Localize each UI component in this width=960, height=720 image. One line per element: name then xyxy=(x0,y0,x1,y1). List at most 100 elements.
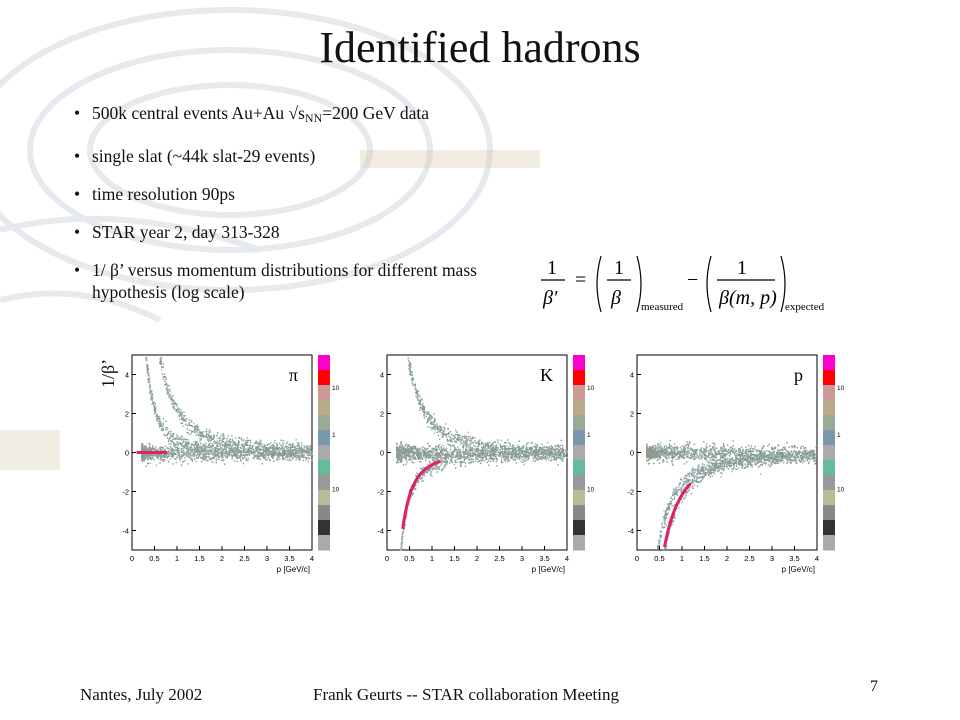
scatter-point xyxy=(209,450,211,452)
scatter-point xyxy=(273,446,275,448)
scatter-point xyxy=(506,455,508,458)
scatter-point xyxy=(489,460,492,462)
scatter-point xyxy=(187,453,189,455)
scatter-point xyxy=(245,458,247,460)
scatter-point xyxy=(192,444,194,446)
scatter-point xyxy=(558,449,560,451)
scatter-point xyxy=(266,448,268,450)
scatter-point xyxy=(161,458,164,461)
scatter-point xyxy=(534,446,536,448)
scatter-point xyxy=(463,440,465,442)
scatter-point xyxy=(402,450,405,452)
scatter-point xyxy=(255,450,258,452)
scatter-point xyxy=(261,443,263,445)
scatter-point xyxy=(205,450,208,453)
scatter-point xyxy=(253,456,255,459)
scatter-point xyxy=(303,445,305,447)
scatter-point xyxy=(518,452,520,454)
scatter-point xyxy=(204,449,206,452)
scatter-point xyxy=(495,465,498,467)
scatter-point xyxy=(471,437,473,440)
scatter-point xyxy=(415,458,417,460)
scatter-point xyxy=(243,445,246,447)
scatter-point xyxy=(191,420,193,423)
scatter-point xyxy=(427,454,430,456)
y-tick-label: -2 xyxy=(377,488,384,497)
scatter-point xyxy=(439,444,441,446)
scatter-point xyxy=(487,443,489,445)
scatter-point xyxy=(155,446,157,448)
scatter-point xyxy=(443,432,445,434)
scatter-point xyxy=(436,471,438,473)
scatter-point xyxy=(406,450,409,452)
scatter-point xyxy=(398,457,400,460)
scatter-point xyxy=(208,431,210,433)
scatter-point xyxy=(440,429,442,431)
scatter-point xyxy=(165,387,167,390)
scatter-point xyxy=(309,446,311,448)
scatter-point xyxy=(485,450,487,453)
scatter-point xyxy=(542,457,545,460)
scatter-point xyxy=(310,452,312,454)
scatter-point xyxy=(489,454,491,456)
scatter-point xyxy=(288,459,290,461)
scatter-point xyxy=(483,453,486,455)
scatter-point xyxy=(429,451,431,453)
colorbar-segment xyxy=(318,385,330,401)
scatter-point xyxy=(228,451,230,453)
scatter-point xyxy=(177,409,179,411)
scatter-point xyxy=(293,445,295,447)
scatter-point xyxy=(176,441,178,443)
scatter-point xyxy=(159,447,162,449)
scatter-point xyxy=(172,456,174,458)
scatter-point xyxy=(236,444,238,447)
scatter-point xyxy=(162,422,164,424)
scatter-point xyxy=(158,420,161,423)
scatter-point xyxy=(414,448,416,451)
scatter-point xyxy=(149,456,151,458)
scatter-point xyxy=(181,417,184,419)
scatter-point xyxy=(467,443,469,446)
scatter-point xyxy=(173,403,175,405)
scatter-point xyxy=(458,434,460,436)
scatter-point xyxy=(435,423,438,425)
scatter-point xyxy=(202,435,205,437)
scatter-point xyxy=(157,456,160,459)
scatter-point xyxy=(198,429,200,431)
scatter-point xyxy=(263,444,266,447)
scatter-point xyxy=(210,445,212,447)
scatter-point xyxy=(246,439,248,442)
scatter-point xyxy=(440,426,442,428)
scatter-point xyxy=(505,453,507,455)
scatter-point xyxy=(194,451,196,453)
scatter-point xyxy=(299,455,302,458)
scatter-point xyxy=(176,410,178,412)
scatter-point xyxy=(141,458,144,460)
scatter-point xyxy=(547,446,550,449)
scatter-point xyxy=(454,437,457,439)
scatter-point xyxy=(413,486,416,488)
scatter-point xyxy=(469,447,472,449)
scatter-point xyxy=(425,411,427,413)
colorbar-segment xyxy=(318,505,330,521)
scatter-point xyxy=(500,439,502,441)
scatter-point xyxy=(295,450,297,453)
scatter-point xyxy=(221,454,223,457)
scatter-point xyxy=(240,452,242,454)
scatter-point xyxy=(555,456,558,458)
scatter-point xyxy=(267,449,269,451)
scatter-point xyxy=(228,452,230,454)
scatter-point xyxy=(159,455,161,457)
scatter-point xyxy=(275,451,277,454)
scatter-point xyxy=(518,440,520,442)
scatter-point xyxy=(268,443,271,445)
scatter-point xyxy=(244,454,247,456)
scatter-point xyxy=(511,448,513,450)
scatter-point xyxy=(153,401,156,404)
scatter-point xyxy=(405,457,408,459)
scatter-point xyxy=(181,412,183,414)
scatter-point xyxy=(258,441,260,443)
scatter-point xyxy=(492,455,495,457)
scatter-point xyxy=(480,457,482,459)
scatter-point xyxy=(285,442,288,445)
